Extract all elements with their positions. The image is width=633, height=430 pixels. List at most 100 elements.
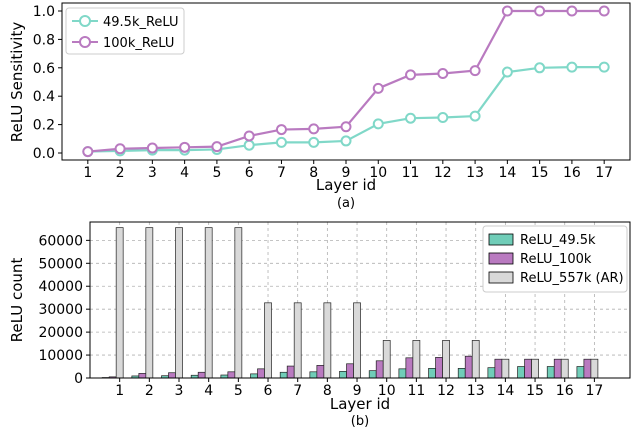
caption-a: (a) (337, 196, 355, 211)
data-point (566, 61, 578, 73)
data-point (469, 65, 481, 77)
axes-frame-b (89, 221, 631, 379)
bar-2 (293, 302, 302, 379)
x-tick-label: 16 (556, 383, 574, 399)
legend-label-1: 100k_ReLU (103, 36, 174, 51)
data-point (146, 142, 158, 154)
x-tick-label: 9 (353, 383, 362, 399)
data-point (501, 66, 513, 78)
y-tick-label: 0.8 (33, 32, 55, 48)
x-tick-label: 16 (563, 165, 581, 181)
data-point (275, 136, 287, 148)
y-tick-label: 0.6 (33, 61, 55, 77)
x-tick-label: 3 (175, 383, 184, 399)
x-tick-label: 9 (342, 165, 351, 181)
bar-0 (250, 373, 258, 379)
y-tick-label: 50000 (38, 256, 83, 272)
legend-swatch-2 (488, 271, 514, 284)
x-tick-label: 10 (378, 383, 396, 399)
y-axis-label-a: ReLU Sensitivity (8, 22, 26, 143)
bar-0 (517, 366, 525, 379)
data-point (211, 141, 223, 153)
bar-0 (279, 371, 288, 379)
bar-1 (435, 357, 443, 379)
bar-2 (175, 227, 183, 379)
bar-0 (576, 366, 585, 379)
data-point (534, 5, 546, 17)
bar-1 (168, 372, 176, 379)
bar-2 (234, 227, 243, 379)
x-tick-label: 15 (531, 165, 549, 181)
sensitivity-line-chart: 1 2 3 4 5 6 7 8 9 10 11 12 13 14 15 16 17 0.00.20.40.60.… (8, 2, 631, 211)
bar-2 (501, 358, 510, 379)
bar-1 (286, 365, 295, 379)
legend-box-b (482, 225, 628, 293)
x-tick-label: 4 (180, 165, 189, 181)
x-tick-label: 7 (293, 383, 302, 399)
data-point (598, 5, 610, 17)
x-tick-label: 6 (245, 165, 254, 181)
bar-2 (264, 302, 272, 379)
bar-2 (115, 227, 124, 379)
bar-1 (375, 360, 384, 379)
x-tick-label: 14 (498, 165, 516, 181)
data-point (372, 82, 384, 94)
bar-0 (368, 370, 377, 379)
bar-2 (323, 302, 332, 379)
data-point (405, 112, 417, 124)
data-point (437, 112, 449, 123)
data-point (340, 135, 352, 147)
bar-2 (353, 302, 361, 379)
bar-0 (546, 366, 555, 379)
x-tick-label: 4 (204, 383, 213, 399)
x-tick-label: 12 (437, 383, 455, 399)
bar-1 (227, 371, 236, 379)
x-tick-label: 8 (309, 165, 318, 181)
x-tick-label: 1 (83, 165, 92, 181)
data-point (534, 62, 546, 74)
data-point (243, 139, 255, 151)
bar-2 (471, 340, 480, 379)
bar-1 (197, 371, 206, 379)
y-tick-label: 0.0 (33, 146, 55, 162)
legend-marker-1 (79, 36, 91, 48)
x-tick-label: 11 (402, 165, 420, 181)
bar-1 (316, 365, 325, 379)
y-tick-label: 40000 (38, 279, 83, 295)
data-point (437, 67, 449, 79)
legend-label-1: ReLU_100k (520, 252, 592, 267)
data-point (308, 123, 320, 135)
y-tick-label: 10000 (38, 348, 83, 364)
x-tick-label: 5 (212, 165, 221, 181)
bar-1 (583, 358, 592, 379)
x-tick-label: 15 (526, 383, 544, 399)
bar-2 (204, 227, 213, 379)
y-tick-label: 0 (74, 371, 83, 387)
x-tick-label: 7 (277, 165, 286, 181)
x-tick-label: 3 (148, 165, 157, 181)
x-tick-label: 6 (264, 383, 273, 399)
data-point (308, 136, 320, 148)
bar-2 (590, 358, 599, 379)
x-axis-label-a: Layer id (316, 176, 376, 194)
y-axis-label-b: ReLU count (8, 258, 26, 343)
bar-1 (346, 363, 354, 379)
bar-1 (464, 355, 473, 379)
legend-swatch-1 (488, 252, 514, 265)
x-tick-label: 2 (145, 383, 154, 399)
caption-b: (b) (351, 414, 369, 429)
bar-2 (531, 358, 539, 379)
x-tick-label: 5 (234, 383, 243, 399)
data-point (275, 124, 287, 136)
legend-marker-0 (79, 15, 91, 27)
bar-2 (382, 340, 391, 379)
x-tick-label: 1 (115, 383, 124, 399)
data-point (82, 146, 94, 158)
x-tick-label: 11 (407, 383, 425, 399)
data-point (405, 69, 417, 81)
bar-0 (339, 370, 347, 379)
y-tick-label: 0.2 (33, 118, 55, 134)
bar-0 (428, 368, 436, 379)
bar-2 (412, 340, 421, 379)
